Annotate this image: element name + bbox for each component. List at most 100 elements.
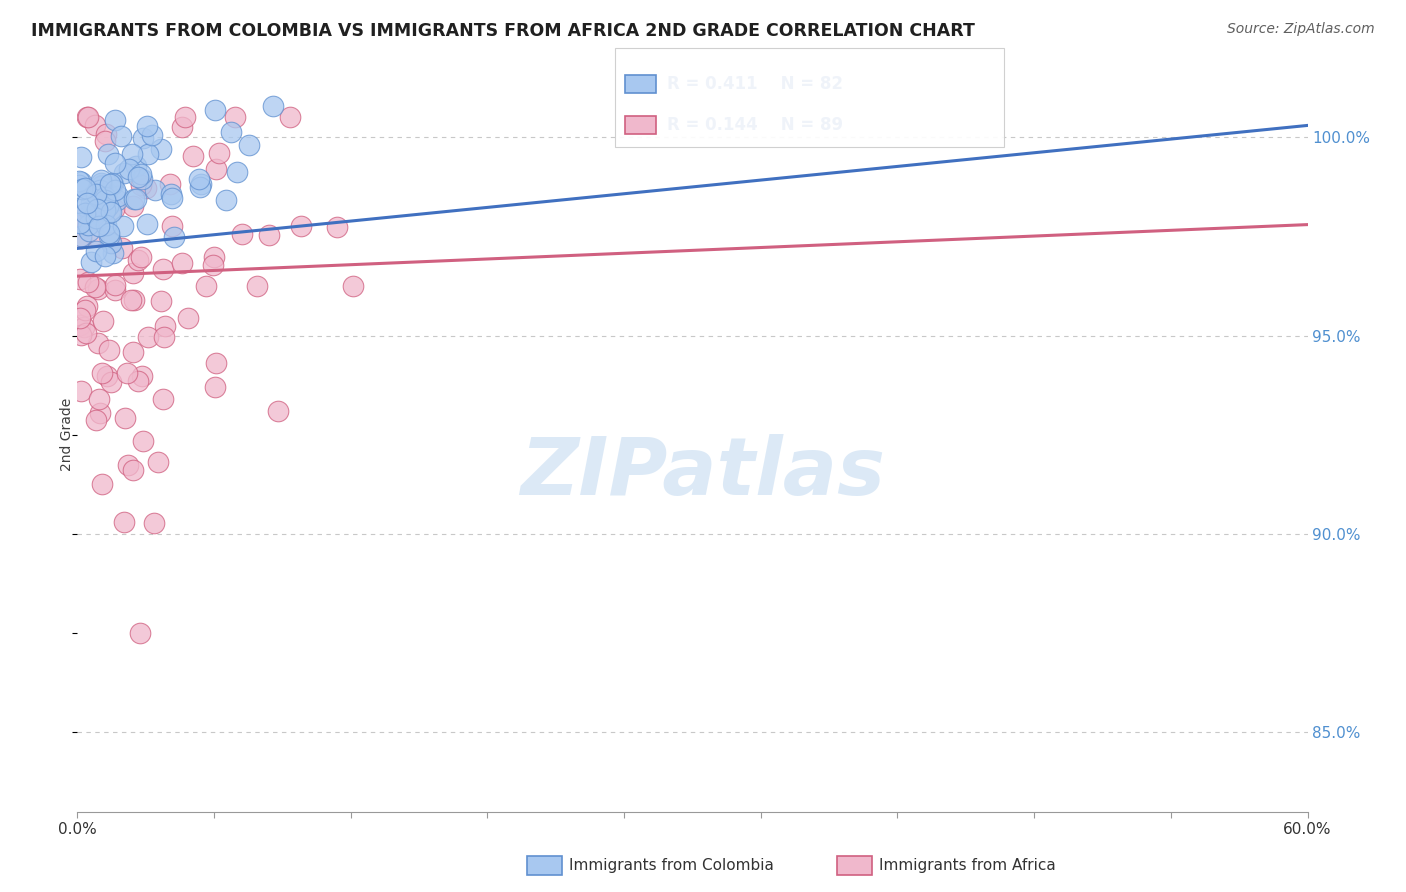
Point [73,181,96,195]
Point [195,279,218,293]
Point [77,224,100,238]
Point [135,217,157,231]
Point [89,406,111,420]
Point [155,319,177,334]
Point [188,179,211,194]
Point [342,279,364,293]
Point [160,219,183,234]
Point [100,235,122,250]
Point [224,111,246,125]
Point [141,128,163,142]
Point [121,199,143,213]
Point [94,203,117,218]
Point [103,202,125,217]
Point [94,193,117,207]
Point [142,516,165,531]
Point [278,111,301,125]
Y-axis label: 2nd Grade: 2nd Grade [60,398,75,472]
Point [121,146,143,161]
Point [132,434,155,448]
Point [69,216,91,230]
Point [127,253,149,268]
Point [125,192,148,206]
Point [87,336,110,351]
Point [91,314,114,328]
Point [76,196,98,211]
Point [122,293,145,308]
Point [90,173,112,187]
Point [122,463,145,477]
Point [159,177,181,191]
Point [215,193,238,207]
Point [129,250,152,264]
Point [94,134,117,148]
Point [84,413,107,427]
Point [90,366,112,380]
Text: R = 0.144    N = 89: R = 0.144 N = 89 [666,116,844,134]
Point [73,211,96,226]
Point [70,231,93,245]
Point [128,626,150,640]
Point [72,182,94,196]
Point [98,343,121,358]
Point [104,113,127,128]
Point [325,220,347,235]
Point [117,458,139,472]
Point [70,384,93,399]
Point [266,404,288,418]
Point [79,205,101,219]
Point [112,166,135,180]
Point [122,344,145,359]
Point [67,178,90,192]
Point [70,175,93,189]
Point [150,293,173,308]
Point [163,230,186,244]
Point [105,194,128,208]
Point [70,150,93,164]
Point [84,211,107,225]
Point [94,218,117,232]
Point [122,267,145,281]
Point [143,183,166,197]
Point [70,219,93,233]
Point [138,330,160,344]
Point [118,161,141,176]
Point [231,227,253,241]
Point [89,183,111,197]
Point [82,201,104,215]
Point [101,176,124,190]
Point [97,147,120,161]
Point [205,356,228,370]
Point [124,159,146,173]
Point [172,120,194,135]
Point [201,258,224,272]
Point [138,147,160,161]
Point [120,293,142,308]
Point [73,206,96,220]
Point [181,149,204,163]
Point [101,177,124,191]
Point [148,455,170,469]
Point [129,178,152,193]
Point [127,375,149,389]
Point [97,199,120,213]
Point [97,229,120,244]
Point [174,111,197,125]
Point [204,250,226,264]
Text: R = 0.411    N = 82: R = 0.411 N = 82 [666,75,844,94]
Point [132,130,155,145]
Point [190,177,212,191]
Point [72,219,94,234]
Point [135,120,157,134]
Point [87,219,110,234]
Point [98,177,121,191]
Point [187,172,209,186]
Point [83,280,105,294]
Point [205,161,228,176]
Text: Source: ZipAtlas.com: Source: ZipAtlas.com [1227,22,1375,37]
Point [98,204,121,219]
Point [75,326,97,340]
Point [122,192,145,206]
Point [79,213,101,227]
Point [219,125,242,139]
